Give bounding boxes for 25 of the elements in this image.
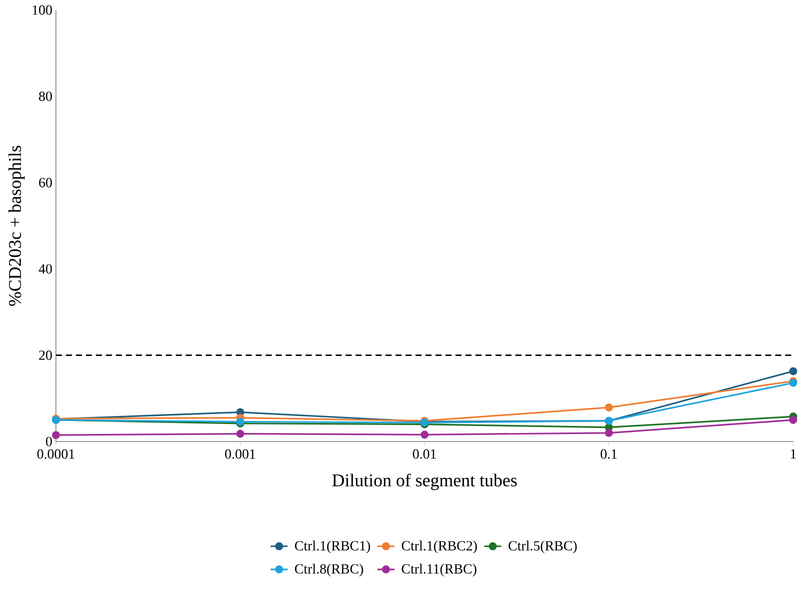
- point: [420, 430, 429, 438]
- point: [236, 430, 244, 438]
- legend-label: Ctrl.5(RBC): [508, 540, 577, 554]
- x-tick-label: 0.0001: [37, 449, 74, 459]
- y-tick-label: 100: [32, 5, 52, 14]
- legend-label: Ctrl.1(RBC1): [294, 540, 370, 554]
- y-tick-label: 20: [39, 350, 52, 360]
- legend-label: Ctrl.1(RBC2): [402, 540, 477, 554]
- x-tick-label: 0.001: [225, 449, 256, 459]
- x-axis-title: Dilution of segment tubes: [332, 473, 517, 490]
- point: [604, 428, 613, 437]
- x-tick-label: 1: [790, 449, 796, 458]
- x-tick-label: 0.01: [412, 449, 436, 459]
- point: [604, 403, 613, 412]
- point: [789, 416, 798, 424]
- point: [52, 430, 60, 439]
- y-tick-label: 0: [46, 436, 52, 446]
- y-tick-label: 80: [39, 91, 52, 101]
- y-tick-label: 40: [38, 264, 52, 274]
- legend-label: Ctrl.11(RBC): [402, 564, 476, 576]
- y-axis-title: %CD203c + basophils: [8, 146, 25, 306]
- y-tick-label: 60: [39, 178, 52, 188]
- point: [789, 367, 798, 376]
- legend-label: Ctrl.8(RBC): [294, 564, 364, 576]
- x-tick-label: 0.1: [600, 449, 617, 459]
